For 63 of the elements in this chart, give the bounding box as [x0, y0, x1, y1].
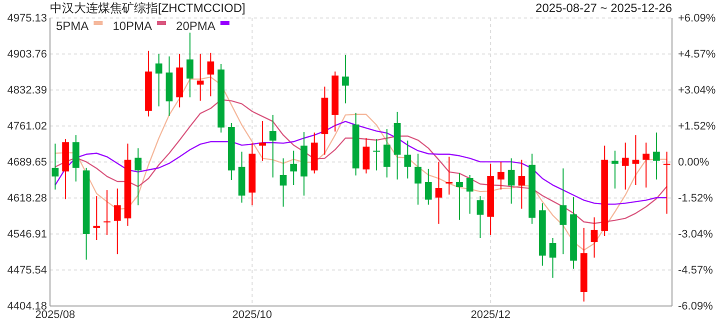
y-tick-label: 4689.65 — [7, 156, 47, 169]
candlestick — [404, 140, 412, 179]
y2-tick-label: -1.52% — [678, 192, 714, 204]
candlestick — [612, 150, 618, 190]
candlestick — [446, 156, 453, 196]
candlestick — [456, 172, 463, 220]
y2-tick-label: -3.04% — [678, 228, 714, 240]
line-series — [54, 120, 668, 205]
y-tick-label: 4903.76 — [7, 48, 47, 61]
x-tick-label: 2025/10 — [232, 308, 272, 320]
candlestick — [622, 142, 629, 190]
candlestick — [549, 237, 556, 278]
chart-subtitle: 2025-08-27 ~ 2025-12-26 — [536, 1, 672, 15]
candlestick — [498, 161, 504, 190]
candlestick — [383, 128, 390, 178]
candlestick — [518, 159, 526, 210]
legend-label: 5PMA — [56, 19, 89, 33]
candlestick — [155, 53, 162, 107]
candlestick — [632, 134, 640, 186]
candlestick — [476, 196, 484, 238]
candlestick — [186, 32, 194, 98]
y2-tick-label: 0.00% — [678, 156, 710, 169]
candlestick — [414, 153, 422, 206]
candlestick — [466, 174, 474, 214]
candlestick — [93, 196, 100, 241]
x-tick-label: 2025/08 — [35, 308, 76, 320]
y-tick-label: 4475.54 — [7, 264, 47, 277]
candlestick — [207, 52, 214, 97]
y2-tick-label: +6.09% — [678, 12, 716, 25]
candlestick — [642, 142, 650, 188]
y-tick-label: 4761.02 — [7, 120, 47, 133]
chart-title: 中汉大连煤焦矿综指[ZHCTMCCIOD] — [50, 1, 246, 15]
candlestick — [196, 53, 204, 102]
candlestick — [104, 190, 110, 236]
candlestick — [653, 132, 660, 180]
candlestick — [269, 114, 276, 178]
candlestick — [373, 138, 380, 171]
candlestick — [280, 158, 287, 208]
candlestick — [362, 138, 370, 174]
y2-tick-label: +4.57% — [678, 48, 716, 60]
x-tick-label: 2025/12 — [470, 308, 510, 320]
candlestick — [114, 188, 121, 255]
y-tick-label: 4832.39 — [7, 84, 47, 97]
candlestick — [259, 120, 266, 162]
legend-label: 20PMA — [176, 19, 216, 33]
candlestick — [663, 151, 670, 214]
legend-label: 10PMA — [112, 19, 152, 33]
candlestick — [508, 158, 515, 204]
candlestick — [590, 216, 598, 258]
y2-tick-label: +1.52% — [678, 120, 716, 133]
y2-tick-label: -4.57% — [678, 264, 714, 277]
candlestick — [342, 54, 349, 104]
candlestick — [134, 148, 142, 206]
candlestick — [435, 161, 442, 224]
candlestick — [52, 143, 59, 190]
y-tick-label: 4546.91 — [7, 228, 47, 241]
candlestick — [560, 168, 567, 255]
y2-tick-label: +3.04% — [678, 84, 716, 97]
y-tick-label: 4975.13 — [7, 12, 47, 25]
candlestick — [424, 168, 432, 206]
y-tick-label: 4618.28 — [7, 192, 47, 205]
candlestick — [290, 150, 298, 186]
y2-tick-label: -6.09% — [678, 300, 714, 313]
